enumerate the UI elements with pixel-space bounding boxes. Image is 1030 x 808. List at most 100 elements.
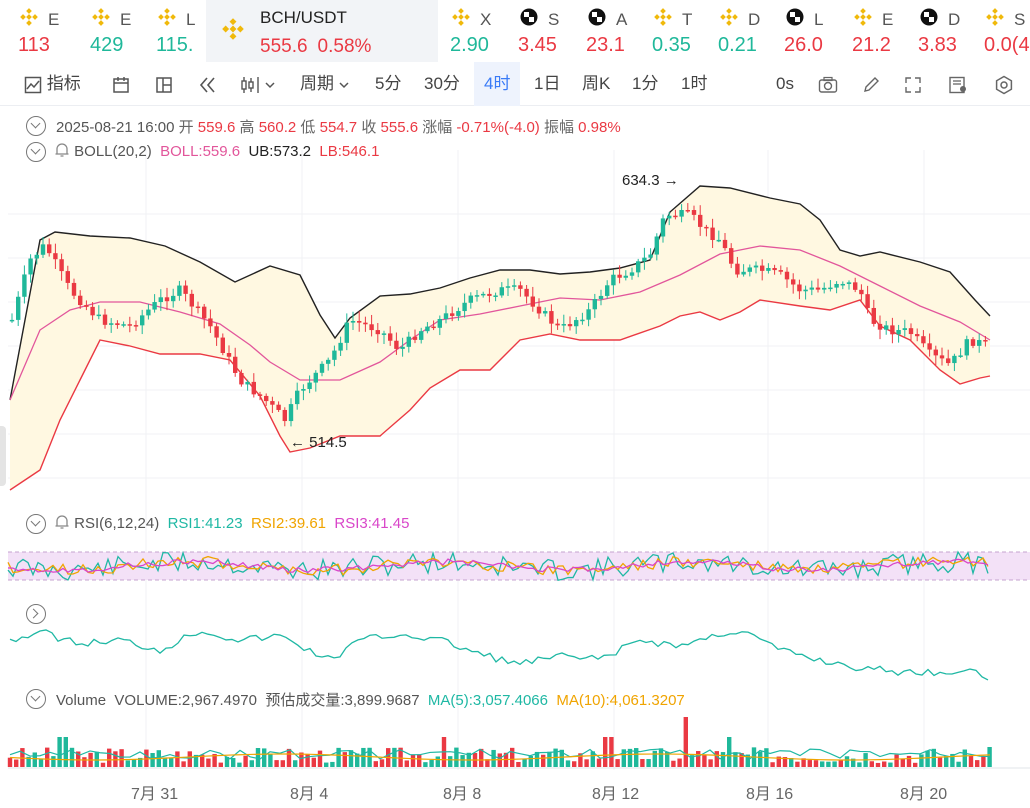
volume-bar (435, 756, 440, 767)
ticker-symbol: S (548, 10, 560, 29)
volume-bar (888, 762, 893, 767)
boll-band-fill (10, 186, 990, 490)
volume-bar (107, 748, 112, 767)
volume-bar (88, 752, 93, 767)
ticker-item[interactable]: D 0.21 (712, 0, 772, 62)
collapse-ohlc-button[interactable] (26, 116, 46, 136)
volume-bar (355, 753, 360, 767)
ticker-item[interactable]: BCH/USDT 555.6 0.58% (206, 0, 438, 62)
indicators-button[interactable]: 指标 (24, 62, 81, 106)
ticker-item[interactable]: L 115. (150, 0, 204, 62)
draw-button[interactable] (862, 62, 880, 106)
ticker-item[interactable]: D 3.83 (912, 0, 972, 62)
collapse-boll-button[interactable] (26, 142, 46, 162)
volume-bar (317, 750, 323, 767)
volume-bar (7, 757, 13, 767)
volume-bar (280, 760, 285, 767)
candle-body (567, 324, 573, 327)
volume-bar (218, 762, 223, 767)
candle-body (121, 324, 126, 326)
candle-body (518, 285, 523, 289)
candle-body (189, 293, 194, 307)
calendar-icon (113, 76, 129, 93)
volume-bar (863, 753, 868, 767)
volume-bar (32, 752, 37, 767)
ticker-item[interactable]: L 26.0 (778, 0, 840, 62)
ticker-item[interactable]: X 2.90 (444, 0, 506, 62)
volume-bar (82, 757, 87, 767)
volume-bar (224, 756, 230, 767)
volume-bar (150, 753, 155, 767)
candle-body (90, 306, 95, 316)
candle-body (102, 314, 108, 325)
interval-tab[interactable]: 4时 (474, 62, 521, 106)
collapse-volume-button[interactable] (26, 689, 46, 709)
candle-body (84, 305, 89, 307)
candle-body (369, 324, 374, 331)
boll-mid-line (9, 245, 991, 401)
pencil-icon (864, 76, 879, 92)
volume-bar (249, 760, 254, 767)
volume-bar (454, 747, 459, 767)
ticker-item[interactable]: S 0.0(4 (978, 0, 1030, 62)
period-dropdown[interactable]: 周期 (300, 62, 349, 106)
layout-button[interactable] (155, 62, 173, 106)
volume-bar (510, 747, 515, 767)
candle-body (127, 324, 132, 326)
screenshot-button[interactable] (818, 62, 838, 106)
volume-bar (677, 758, 682, 767)
volume-bar (336, 747, 341, 767)
volume-bar (187, 751, 192, 767)
volume-bar (231, 757, 236, 767)
settings-button[interactable] (994, 62, 1014, 106)
x-axis-label: 8月 4 (290, 786, 329, 803)
countdown-label: 0s (776, 74, 794, 93)
volume-bar (696, 751, 701, 767)
candle-body (753, 265, 759, 268)
ticker-item[interactable]: E 429 (84, 0, 144, 62)
interval-tab[interactable]: 30分 (424, 74, 460, 93)
candle-body (772, 267, 777, 271)
candle-body (357, 320, 362, 323)
interval-tab[interactable]: 5分 (375, 74, 402, 93)
rewind-button[interactable] (198, 62, 218, 106)
ticker-item[interactable]: A 23.1 (580, 0, 640, 62)
interval-tab[interactable]: 1日 (534, 74, 561, 93)
candle-body (890, 325, 895, 335)
interval-tab[interactable]: 1时 (681, 74, 708, 93)
volume-bar (875, 762, 881, 767)
candle-body (177, 285, 182, 296)
ticker-price: 3.83 (918, 34, 957, 56)
template-button[interactable] (948, 62, 968, 106)
fullscreen-button[interactable] (904, 62, 922, 106)
bell-icon[interactable] (54, 142, 70, 158)
calendar-button[interactable] (112, 62, 130, 106)
candle-body (896, 330, 901, 335)
side-panel-handle[interactable] (0, 426, 6, 486)
candle-body (549, 311, 554, 324)
candle-body (493, 295, 498, 297)
volume-bar (255, 748, 261, 767)
ticker-item[interactable]: S 3.45 (512, 0, 574, 62)
volume-ma5-line (9, 748, 991, 760)
ticker-price: 0.0(4 (984, 34, 1030, 56)
volume-bar (342, 752, 347, 767)
volume-bar (553, 748, 558, 767)
volume-bar (479, 748, 484, 767)
ticker-item[interactable]: T 0.35 (646, 0, 706, 62)
candle-type-dropdown[interactable] (240, 62, 275, 106)
ticker-item[interactable]: E 113 (12, 0, 74, 62)
ohlc-amplitude: 0.98% (578, 119, 621, 136)
interval-tab[interactable]: 1分 (632, 74, 659, 93)
candle-body (543, 311, 548, 314)
candle-body (456, 311, 461, 316)
ticker-strip: E 113 E 429 L 115. BCH/USDT 555.6 0.58% X 2.90 S 3.4… (0, 0, 1030, 62)
ticker-item[interactable]: E 21.2 (846, 0, 906, 62)
bnb-icon (92, 8, 110, 26)
collapse-rsi-button[interactable] (26, 514, 46, 534)
candle-body (152, 302, 157, 310)
volume-bar (491, 749, 496, 767)
bell-icon[interactable] (54, 514, 70, 530)
expand-indicator-button[interactable] (26, 604, 46, 624)
interval-tab[interactable]: 周K (582, 74, 611, 93)
